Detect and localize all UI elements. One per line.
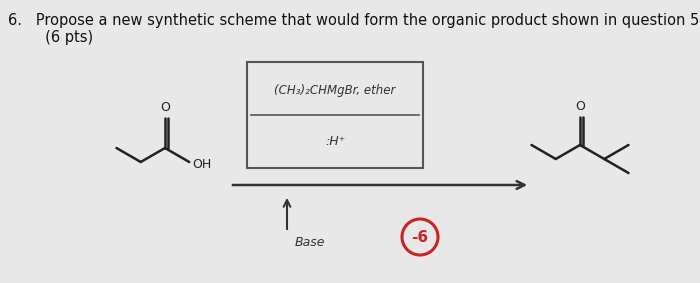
Bar [247, 62, 423, 168]
Text: OH: OH [193, 158, 211, 171]
Text: (CH₃)₂CHMgBr, ether: (CH₃)₂CHMgBr, ether [274, 84, 396, 97]
Text: Base: Base [295, 236, 326, 249]
Text: O: O [160, 101, 170, 114]
Text: -6: -6 [412, 230, 428, 245]
Text: (6 pts): (6 pts) [22, 30, 93, 45]
Text: :H⁺: :H⁺ [325, 135, 345, 148]
Text: 6.   Propose a new synthetic scheme that would form the organic product shown in: 6. Propose a new synthetic scheme that w… [8, 13, 700, 28]
Text: O: O [575, 100, 585, 113]
